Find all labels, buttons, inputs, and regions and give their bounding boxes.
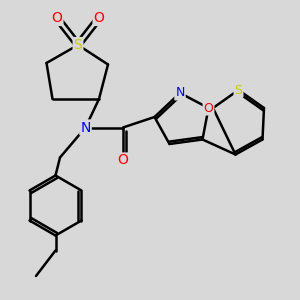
Text: S: S: [74, 38, 82, 52]
Text: O: O: [52, 11, 62, 25]
Text: N: N: [175, 86, 185, 100]
Text: O: O: [118, 154, 128, 167]
Text: O: O: [204, 101, 213, 115]
Text: N: N: [80, 121, 91, 134]
Text: S: S: [235, 83, 242, 97]
Text: O: O: [94, 11, 104, 25]
